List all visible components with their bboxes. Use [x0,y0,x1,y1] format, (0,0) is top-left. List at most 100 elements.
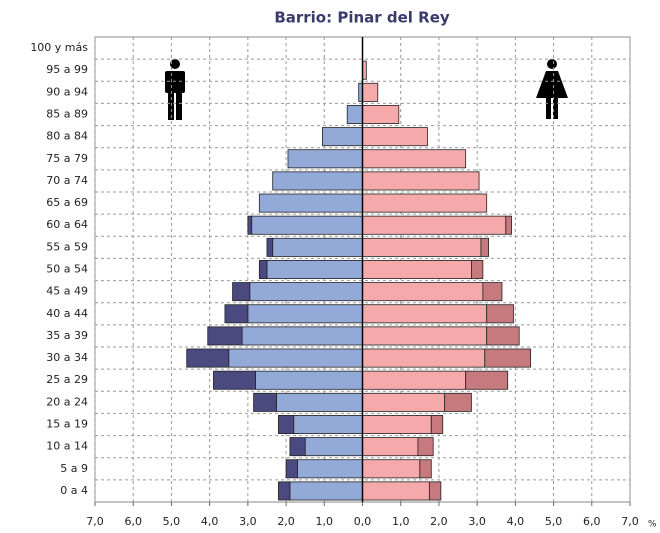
female-bar [362,326,488,346]
x-tick-label: 2,0 [430,515,448,528]
female-bar [362,82,379,102]
male-bar [285,459,298,479]
y-tick-label: 60 a 64 [46,218,88,231]
y-tick-label: 95 a 99 [46,63,88,76]
female-bar [362,370,467,390]
male-bar [228,348,363,368]
y-tick-label: 45 a 49 [46,285,88,298]
female-bar [362,459,421,479]
female-bar [362,105,400,124]
chart-title: Barrio: Pinar del Rey [274,9,450,27]
female-icon [536,59,568,119]
x-tick-label: 0,0 [354,515,372,528]
y-tick-label: 10 a 14 [46,440,88,453]
male-bar [241,326,363,346]
female-bar [362,127,428,147]
female-bar [362,171,480,191]
male-bar [276,392,363,412]
female-bar [465,370,509,390]
x-tick-label: 1,0 [392,515,410,528]
female-bar [362,392,446,412]
y-tick-label: 55 a 59 [46,240,88,253]
female-bar [362,415,432,434]
female-bar [362,215,507,235]
female-bar [362,304,488,324]
y-tick-label: 5 a 9 [60,462,88,475]
x-tick-label: 5,0 [163,515,181,528]
y-tick-label: 25 a 29 [46,373,88,386]
male-bar [266,260,363,279]
female-bar [482,282,503,302]
x-tick-label: 4,0 [201,515,219,528]
male-bar [346,105,363,124]
female-bar [484,348,532,368]
female-bar [362,149,467,169]
male-bar [247,215,253,235]
y-tick-label: 65 a 69 [46,196,88,209]
male-bar [278,481,291,501]
male-bar [251,215,363,235]
female-bar [505,215,512,235]
male-bar [278,415,295,434]
x-axis-label: % [648,520,657,530]
female-bar [486,304,514,324]
female-bar [444,392,472,412]
female-bar [362,260,472,279]
x-tick-label: 5,0 [545,515,563,528]
male-bar [258,193,363,213]
male-bar [213,370,256,390]
x-tick-label: 4,0 [507,515,525,528]
x-tick-label: 3,0 [239,515,257,528]
female-bar [362,237,482,257]
x-tick-label: 3,0 [468,515,486,528]
female-bar [430,415,444,434]
male-bar [249,282,363,302]
male-bar [207,326,243,346]
x-tick-label: 7,0 [621,515,639,528]
y-tick-label: 80 a 84 [46,130,88,143]
male-bar [321,127,363,147]
male-bar [289,481,363,501]
male-bar [293,415,363,434]
female-bar [362,481,430,501]
female-bar [471,260,484,279]
x-tick-label: 6,0 [583,515,601,528]
female-bar [362,437,419,457]
x-tick-label: 6,0 [124,515,142,528]
male-bar [232,282,251,302]
male-bar [224,304,249,324]
female-bar [428,481,442,501]
male-bar [289,437,306,457]
x-tick-label: 2,0 [277,515,295,528]
male-bar [255,370,363,390]
male-bar [266,237,274,257]
y-tick-label: 75 a 79 [46,152,88,165]
y-tick-label: 100 y más [30,41,88,54]
y-tick-label: 15 a 19 [46,418,88,431]
y-tick-label: 30 a 34 [46,351,88,364]
y-tick-label: 85 a 89 [46,108,88,121]
male-bar [253,392,277,412]
y-tick-label: 20 a 24 [46,395,88,408]
male-bar [186,348,230,368]
female-bar [362,282,484,302]
y-tick-label: 50 a 54 [46,263,88,276]
female-bar [419,459,432,479]
female-bar [480,237,490,257]
y-tick-label: 35 a 39 [46,329,88,342]
y-tick-label: 70 a 74 [46,174,88,187]
x-tick-label: 1,0 [316,515,334,528]
female-bar [417,437,434,457]
male-bar [258,260,268,279]
y-tick-label: 0 a 4 [60,484,88,497]
male-bar [297,459,363,479]
male-bar [247,304,363,324]
male-bar [287,149,363,169]
male-bar [272,171,363,191]
x-tick-label: 7,0 [86,515,104,528]
male-bar [304,437,363,457]
y-tick-label: 40 a 44 [46,307,88,320]
male-icon [165,59,185,120]
female-bar [486,326,520,346]
